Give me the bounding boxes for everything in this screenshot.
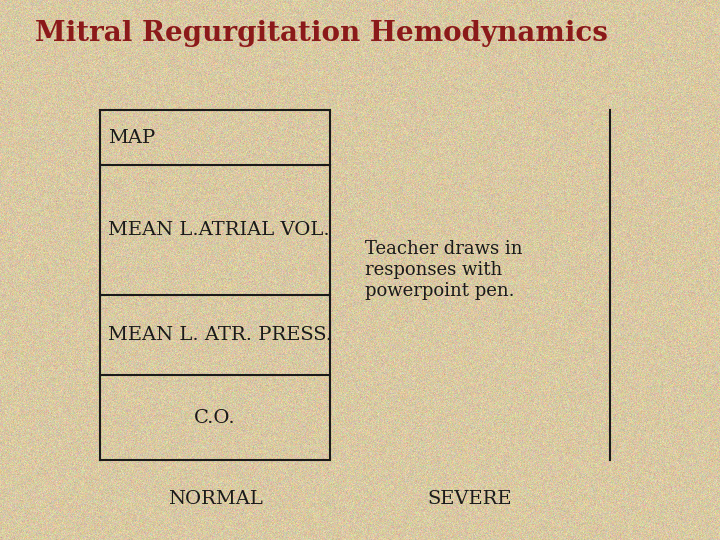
Text: MAP: MAP [108, 129, 156, 147]
Text: NORMAL: NORMAL [168, 490, 262, 508]
Text: MEAN L. ATR. PRESS.: MEAN L. ATR. PRESS. [108, 326, 332, 344]
Text: Teacher draws in
responses with
powerpoint pen.: Teacher draws in responses with powerpoi… [365, 240, 523, 300]
Text: SEVERE: SEVERE [428, 490, 512, 508]
Text: MEAN L.ATRIAL VOL.: MEAN L.ATRIAL VOL. [108, 221, 330, 239]
Text: Mitral Regurgitation Hemodynamics: Mitral Regurgitation Hemodynamics [35, 20, 608, 47]
Text: C.O.: C.O. [194, 409, 236, 427]
